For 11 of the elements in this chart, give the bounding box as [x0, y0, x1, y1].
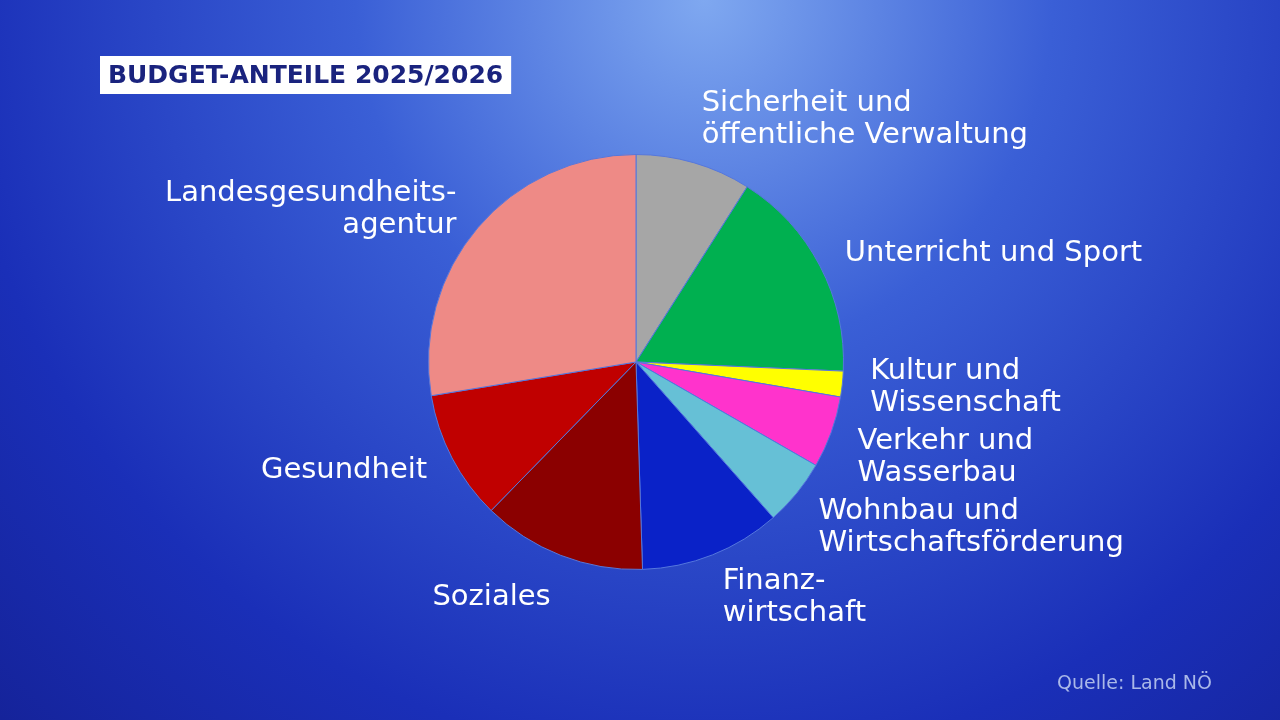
- chart-title: BUDGET-ANTEILE 2025/2026: [108, 59, 504, 89]
- slice-label: Landesgesundheits- agentur: [165, 174, 457, 241]
- slice-label: Verkehr und Wasserbau: [857, 421, 1034, 488]
- slice-label: Finanz- wirtschaft: [722, 561, 867, 628]
- slice-label: Sicherheit und öffentliche Verwaltung: [701, 84, 1028, 151]
- slice-label: Soziales: [432, 578, 551, 613]
- slice-label: Unterricht und Sport: [844, 233, 1143, 268]
- slice-label: Wohnbau und Wirtschaftsförderung: [818, 491, 1124, 558]
- slice-label: Kultur und Wissenschaft: [870, 351, 1061, 418]
- source-note: Quelle: Land NÖ: [1057, 670, 1212, 693]
- slice-label: Gesundheit: [260, 451, 428, 486]
